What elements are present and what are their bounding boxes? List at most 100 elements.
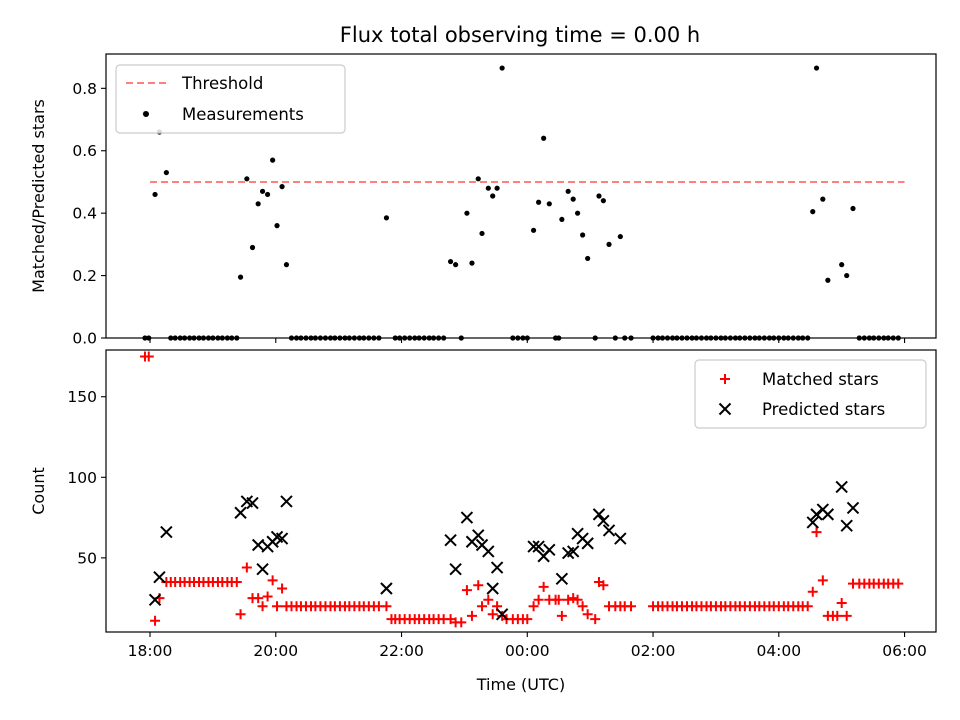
predicted-stars-point <box>581 537 594 550</box>
legend-entry-label: Threshold <box>181 74 263 93</box>
measurements-point <box>820 196 826 202</box>
measurements-point <box>546 201 552 207</box>
y-tick-label: 0.0 <box>72 330 97 348</box>
matched-stars-point <box>533 594 544 605</box>
predicted-stars-point <box>566 545 580 558</box>
predicted-stars-point <box>846 501 860 515</box>
measurements-point <box>453 262 459 268</box>
matched-stars-point <box>528 601 539 612</box>
predicted-stars-point <box>495 608 509 621</box>
matched-stars-point <box>267 575 278 586</box>
measurements-point <box>464 210 470 216</box>
matched-stars-point <box>817 575 828 586</box>
x-tick-label: 06:00 <box>882 642 927 660</box>
predicted-stars-point <box>380 582 393 595</box>
count-y-axis: 50 100 150 <box>67 388 106 567</box>
measurements-point <box>255 201 261 207</box>
measurements-point <box>264 191 271 198</box>
predicted-stars-point <box>555 572 569 586</box>
predicted-stars-point <box>148 593 162 606</box>
y-tick-label: 0.4 <box>72 205 97 223</box>
chart-title: Flux total observing time = 0.00 h <box>340 23 700 47</box>
measurements-point <box>536 199 542 205</box>
matched-stars-point <box>466 610 477 621</box>
matched-stars-point <box>582 609 593 620</box>
matched-stars-point <box>572 594 583 605</box>
y-tick-label: 50 <box>77 549 97 567</box>
matched-stars-point <box>272 601 283 612</box>
y-tick-label: 100 <box>67 469 97 487</box>
measurements-point <box>559 216 565 223</box>
count-plot-area <box>139 351 904 628</box>
predicted-stars-point <box>527 540 540 553</box>
y-tick-label: 150 <box>67 388 97 406</box>
measurements-point <box>279 184 285 190</box>
matched-stars-point <box>807 586 818 597</box>
measurements-point <box>530 227 537 233</box>
measurements-point <box>600 198 606 204</box>
measurements-point <box>249 244 256 251</box>
predicted-stars-point <box>592 508 606 521</box>
measurements-point <box>283 262 290 268</box>
predicted-stars-point <box>449 562 462 576</box>
measurements-point <box>152 191 158 198</box>
measurements-point <box>490 193 496 199</box>
matched-stars-point <box>577 601 588 612</box>
measurements-point <box>237 274 244 280</box>
predicted-stars-point <box>482 545 495 558</box>
legend-predicted-swatch <box>718 402 732 416</box>
x-tick-label: 18:00 <box>128 642 173 660</box>
predicted-stars-point <box>460 511 474 524</box>
measurements-point <box>383 215 390 221</box>
ratio-panel: 0.00.20.40.60.8 Matched/Predicted stars … <box>29 53 937 348</box>
ratio-y-axis-label: Matched/Predicted stars <box>29 99 48 293</box>
measurements-point <box>844 272 850 279</box>
matched-stars-point <box>445 614 456 625</box>
matched-stars-point <box>262 591 273 602</box>
matched-stars-point <box>456 617 467 628</box>
measurements-point <box>494 185 500 191</box>
measurements-point <box>570 196 576 202</box>
predicted-stars-point <box>251 538 265 552</box>
x-tick-label: 22:00 <box>379 642 424 660</box>
predicted-stars-point <box>256 562 269 576</box>
count-y-axis-label: Count <box>29 467 48 515</box>
y-tick-label: 0.6 <box>72 142 97 160</box>
predicted-stars-point <box>597 514 610 528</box>
count-x-axis-label: Time (UTC) <box>476 675 565 694</box>
measurements-point <box>825 277 831 283</box>
matched-stars-point <box>893 578 904 589</box>
count-panel: 50 100 150 18:00 20:00 22:00 00:00 02:00 04:00 0… <box>29 349 937 694</box>
legend-entry-label: Predicted stars <box>762 400 885 419</box>
measurements-point <box>479 230 485 237</box>
ratio-axes-frame <box>105 53 937 339</box>
measurements-point <box>850 205 856 212</box>
matched-stars-point <box>381 601 392 612</box>
legend-measurements-swatch <box>143 111 149 117</box>
matched-stars-point <box>461 585 472 596</box>
predicted-stars-point <box>821 508 835 521</box>
matched-stars-point <box>538 581 549 592</box>
measurements-point <box>447 258 454 265</box>
count-axes-frame <box>105 349 937 633</box>
predicted-stars-point <box>543 543 556 557</box>
matched-stars-point <box>477 601 488 612</box>
predicted-stars-point <box>153 571 166 584</box>
predicted-stars-point <box>840 519 853 532</box>
ratio-legend: Threshold Measurements <box>115 64 346 134</box>
measurements-point <box>475 176 481 182</box>
matched-stars-point <box>235 609 246 620</box>
matched-stars-point <box>811 527 822 538</box>
matched-stars-point <box>841 610 852 621</box>
matched-stars-point <box>568 593 579 604</box>
measurements-point <box>270 157 276 163</box>
matched-stars-point <box>253 593 264 604</box>
matched-stars-point <box>483 594 494 605</box>
matched-stars-point <box>241 562 252 573</box>
matched-stars-point <box>802 601 813 612</box>
legend-frame <box>694 359 927 429</box>
predicted-stars-point <box>444 533 457 547</box>
predicted-stars-point <box>602 524 616 537</box>
predicted-stars-point <box>234 506 247 519</box>
